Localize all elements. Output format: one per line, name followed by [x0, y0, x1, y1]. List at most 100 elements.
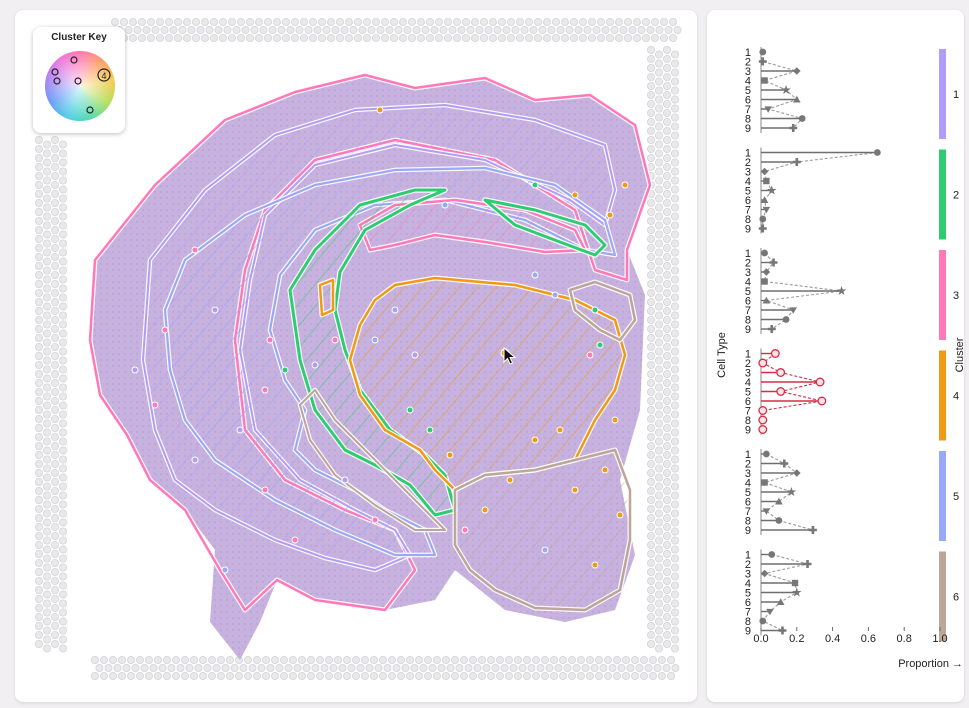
capture-spot — [51, 162, 60, 171]
lollipop-point[interactable] — [808, 526, 817, 534]
region-cluster-2-arc[interactable] — [482, 197, 608, 258]
capture-spot — [529, 25, 538, 34]
capture-spot — [647, 504, 656, 513]
region-cluster-5[interactable] — [162, 165, 618, 558]
lollipop-point[interactable] — [798, 115, 806, 122]
lollipop-point[interactable] — [781, 85, 791, 95]
lollipop-point[interactable] — [817, 396, 827, 406]
lollipop-point[interactable] — [762, 450, 770, 458]
lollipop-point[interactable] — [775, 497, 783, 505]
lollipop-point[interactable] — [873, 149, 881, 156]
capture-spot — [158, 664, 167, 673]
lollipop-point[interactable] — [762, 206, 771, 214]
capture-spot — [671, 86, 680, 95]
lollipop-point[interactable] — [760, 196, 769, 204]
region-cluster-6-right[interactable] — [567, 279, 638, 343]
lollipop-point[interactable] — [793, 67, 801, 75]
capture-spot — [297, 656, 306, 665]
lollipop-point[interactable] — [776, 387, 786, 396]
capture-spot — [122, 664, 131, 673]
capture-spot — [146, 17, 155, 26]
lollipop-point[interactable] — [758, 415, 768, 425]
capture-spot — [671, 122, 680, 131]
capture-spot — [398, 33, 407, 42]
capture-spot — [34, 189, 43, 198]
lollipop-point[interactable] — [789, 307, 798, 314]
capture-spot — [671, 176, 680, 185]
capture-spot — [59, 482, 68, 491]
lollipop-point[interactable] — [775, 517, 783, 524]
capture-spot — [608, 664, 617, 673]
lollipop-point[interactable] — [758, 406, 768, 415]
lollipop-point[interactable] — [759, 215, 767, 223]
cell-type-tick: 7 — [745, 607, 751, 619]
capture-spot — [655, 536, 664, 545]
cluster-key-legend[interactable]: Cluster Key 4 — [33, 27, 125, 133]
capture-spot — [51, 414, 60, 423]
capture-spot — [536, 664, 545, 673]
capture-spot-grid — [34, 17, 682, 681]
tissue-map[interactable] — [15, 10, 697, 702]
spatial-map-panel[interactable]: Cluster Key 4 — [15, 10, 697, 702]
lollipop-point[interactable] — [758, 425, 768, 434]
lollipop-point[interactable] — [776, 598, 785, 606]
lollipop-point[interactable] — [836, 286, 847, 296]
lollipop-point[interactable] — [786, 487, 797, 497]
lollipop-point[interactable] — [793, 469, 801, 477]
lollipop-point[interactable] — [791, 579, 799, 587]
capture-spot — [42, 509, 51, 518]
lollipop-point[interactable] — [789, 124, 798, 132]
lollipop-point[interactable] — [761, 479, 768, 486]
region-cluster-3-inner[interactable] — [357, 197, 588, 255]
capture-spot — [446, 664, 455, 673]
color-wheel[interactable]: 4 — [33, 27, 125, 133]
capture-spot — [515, 33, 524, 42]
capture-spot — [42, 167, 51, 176]
lollipop-point[interactable] — [792, 158, 801, 166]
lollipop-point[interactable] — [782, 316, 790, 323]
lollipop-point[interactable] — [758, 57, 767, 66]
lollipop-point[interactable] — [761, 249, 768, 257]
lollipop-point[interactable] — [803, 560, 812, 568]
cell-type-tick: 8 — [745, 415, 751, 427]
lollipop-point[interactable] — [776, 368, 786, 377]
lollipop-point[interactable] — [760, 569, 769, 578]
region-cluster-4-small[interactable] — [317, 277, 336, 318]
lollipop-point[interactable] — [762, 296, 771, 304]
lollipop-point[interactable] — [792, 587, 802, 597]
capture-spot — [34, 586, 43, 595]
lollipop-point[interactable] — [761, 77, 768, 84]
capture-spot — [59, 428, 68, 437]
region-cluster-6[interactable] — [452, 447, 633, 613]
lollipop-point[interactable] — [778, 626, 787, 635]
capture-spot — [455, 664, 464, 673]
lollipop-point[interactable] — [761, 278, 768, 285]
lollipop-point[interactable] — [815, 377, 825, 387]
capture-spot — [216, 656, 225, 665]
selected-cluster-marker[interactable] — [97, 68, 111, 82]
lollipop-point[interactable] — [758, 358, 768, 368]
lollipop-point[interactable] — [770, 349, 780, 358]
lollipop-point[interactable] — [780, 459, 789, 468]
lollipop-point[interactable] — [759, 617, 767, 625]
lollipop-point[interactable] — [762, 508, 771, 515]
lollipop-point[interactable] — [767, 325, 776, 334]
lollipop-point[interactable] — [758, 224, 767, 233]
capture-spot — [432, 672, 441, 681]
lollipop-point[interactable] — [766, 608, 774, 616]
lollipop-point[interactable] — [763, 177, 770, 185]
lollipop-point[interactable] — [766, 185, 777, 195]
lollipop-point[interactable] — [764, 106, 772, 113]
capture-spot — [606, 33, 615, 42]
region-cluster-6-left[interactable] — [297, 387, 448, 533]
lollipop-point[interactable] — [760, 167, 769, 176]
cell-type-tick: 4 — [745, 176, 751, 188]
lollipop-point[interactable] — [759, 48, 767, 56]
lollipop-point[interactable] — [769, 258, 778, 267]
capture-spot — [663, 324, 672, 333]
lollipop-point[interactable] — [793, 95, 801, 103]
cell-type-proportion-chart: 1234567891123456789212345678931234567894… — [716, 47, 964, 670]
capture-spot — [655, 68, 664, 77]
lollipop-point[interactable] — [768, 551, 776, 558]
